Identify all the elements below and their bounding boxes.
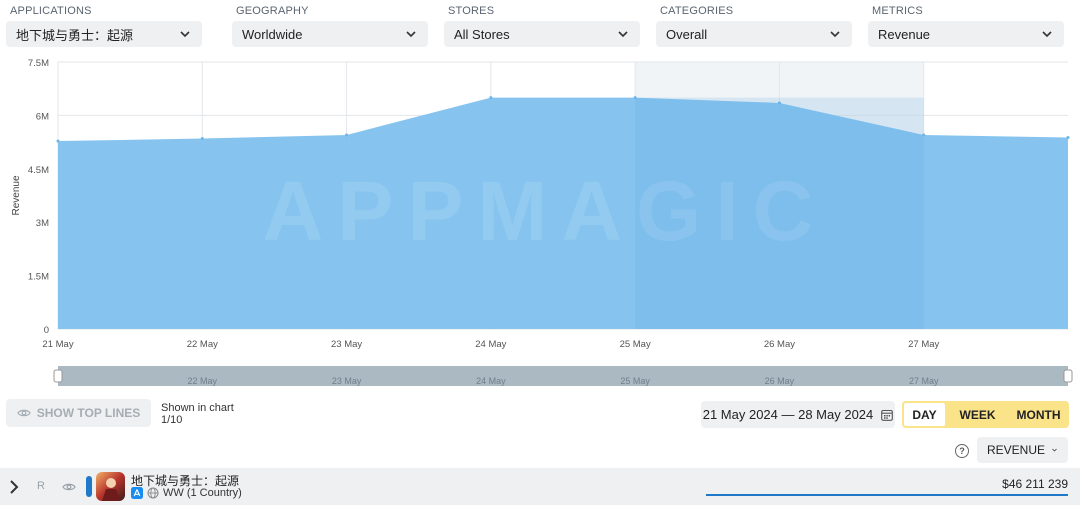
filter-categories: CATEGORIES Overall	[653, 0, 858, 50]
data-point	[489, 96, 493, 100]
navigator-label: 23 May	[332, 376, 362, 386]
x-tick-label: 23 May	[331, 339, 362, 350]
app-name[interactable]: 地下城与勇士：起源	[131, 474, 240, 488]
navigator-label: 24 May	[476, 376, 506, 386]
x-tick-label: 24 May	[475, 339, 506, 350]
chevron-down-icon	[618, 31, 628, 38]
navigator-label: 26 May	[765, 376, 795, 386]
metric-dropdown[interactable]: REVENUE	[977, 437, 1068, 463]
x-tick-label: 25 May	[620, 339, 651, 350]
navigator-range	[58, 366, 1068, 386]
x-tick-label: 27 May	[908, 339, 939, 350]
filter-stores: STORES All Stores	[441, 0, 646, 50]
data-point	[922, 133, 926, 137]
filter-label: APPLICATIONS	[10, 5, 92, 17]
rank-toggle[interactable]: R	[37, 480, 45, 492]
x-tick-label: 21 May	[42, 339, 73, 350]
app-region: WW (1 Country)	[131, 487, 242, 499]
filter-label: METRICS	[872, 5, 923, 17]
y-axis-label: Revenue	[11, 175, 22, 215]
app-icon	[96, 472, 125, 501]
filter-select-stores[interactable]: All Stores	[444, 21, 640, 47]
revenue-value: $46 211 239	[1002, 477, 1068, 491]
navigator-label: 27 May	[909, 376, 939, 386]
shown-in-chart-label: Shown in chart	[161, 402, 234, 414]
y-tick-label: 0	[44, 325, 49, 336]
filter-value: 地下城与勇士：起源	[16, 27, 134, 43]
filter-value: Revenue	[878, 26, 931, 42]
chevron-right-icon[interactable]	[8, 479, 20, 495]
revenue-area-chart: 0 1.5M 3M 4.5M 6M 7.5M 21 May 22 May 23 May 24 Ma…	[11, 58, 1073, 386]
navigator-handle[interactable]	[1063, 369, 1073, 383]
app-region-label: WW (1 Country)	[163, 487, 242, 499]
data-point	[200, 137, 204, 141]
x-tick-label: 22 May	[187, 339, 218, 350]
date-range-picker[interactable]: 21 May 2024 — 28 May 2024	[701, 401, 895, 428]
filter-label: STORES	[448, 5, 495, 17]
revenue-area	[58, 97, 1068, 329]
filter-value: All Stores	[454, 26, 510, 42]
y-tick-label: 3M	[36, 218, 49, 229]
period-week-button[interactable]: WEEK	[959, 407, 996, 422]
filter-select-categories[interactable]: Overall	[656, 21, 852, 47]
period-month-button[interactable]: MONTH	[1016, 407, 1061, 422]
y-tick-label: 7.5M	[28, 58, 49, 69]
series-color-swatch[interactable]	[86, 476, 92, 497]
period-toggle: DAY WEEK MONTH	[902, 401, 1069, 428]
revenue-bar	[706, 494, 1068, 496]
calendar-icon	[881, 409, 894, 421]
navigator-label: 25 May	[620, 376, 650, 386]
filter-label: GEOGRAPHY	[236, 5, 309, 17]
chevron-down-icon	[1042, 31, 1052, 38]
chevron-down-icon	[1052, 448, 1057, 452]
filter-select-metrics[interactable]: Revenue	[868, 21, 1064, 47]
filter-value: Worldwide	[242, 26, 303, 42]
data-point	[1066, 135, 1070, 139]
data-point	[56, 139, 60, 143]
navigator-handle[interactable]	[53, 369, 63, 383]
filter-geography: GEOGRAPHY Worldwide	[229, 0, 434, 50]
shown-in-chart-count: 1/10	[161, 414, 183, 426]
app-store-icon	[131, 487, 143, 499]
filter-metrics: METRICS Revenue	[865, 0, 1070, 50]
chevron-down-icon	[830, 31, 840, 38]
data-point	[345, 133, 349, 137]
y-tick-label: 6M	[36, 111, 49, 122]
shown-in-chart: Shown in chart 1/10	[161, 402, 234, 426]
filter-label: CATEGORIES	[660, 5, 734, 17]
data-point	[633, 96, 637, 100]
navigator-label: 22 May	[188, 376, 218, 386]
show-top-lines-label: SHOW TOP LINES	[36, 406, 141, 420]
chevron-down-icon	[406, 31, 416, 38]
watermark-logo: APPMAGIC	[263, 164, 828, 258]
filter-select-applications[interactable]: 地下城与勇士：起源	[6, 21, 202, 47]
show-top-lines-button[interactable]: SHOW TOP LINES	[6, 399, 151, 427]
app-row[interactable]: R 地下城与勇士：起源 WW (1 Country) $46 211 239	[0, 468, 1080, 505]
hover-band-tint	[635, 97, 924, 329]
y-tick-label: 1.5M	[28, 272, 49, 283]
metric-dropdown-label: REVENUE	[987, 443, 1046, 457]
date-range-label: 21 May 2024 — 28 May 2024	[702, 407, 874, 422]
globe-icon	[147, 487, 159, 499]
filter-select-geography[interactable]: Worldwide	[232, 21, 428, 47]
period-day-button[interactable]: DAY	[902, 401, 947, 428]
filter-applications: APPLICATIONS 地下城与勇士：起源	[3, 0, 208, 50]
filter-value: Overall	[666, 26, 708, 42]
y-tick-label: 4.5M	[28, 165, 49, 176]
eye-icon[interactable]	[62, 482, 76, 492]
x-tick-label: 26 May	[764, 339, 795, 350]
eye-icon	[17, 409, 31, 417]
help-icon[interactable]: ?	[955, 444, 969, 458]
data-point	[777, 101, 781, 105]
chevron-down-icon	[180, 31, 190, 38]
